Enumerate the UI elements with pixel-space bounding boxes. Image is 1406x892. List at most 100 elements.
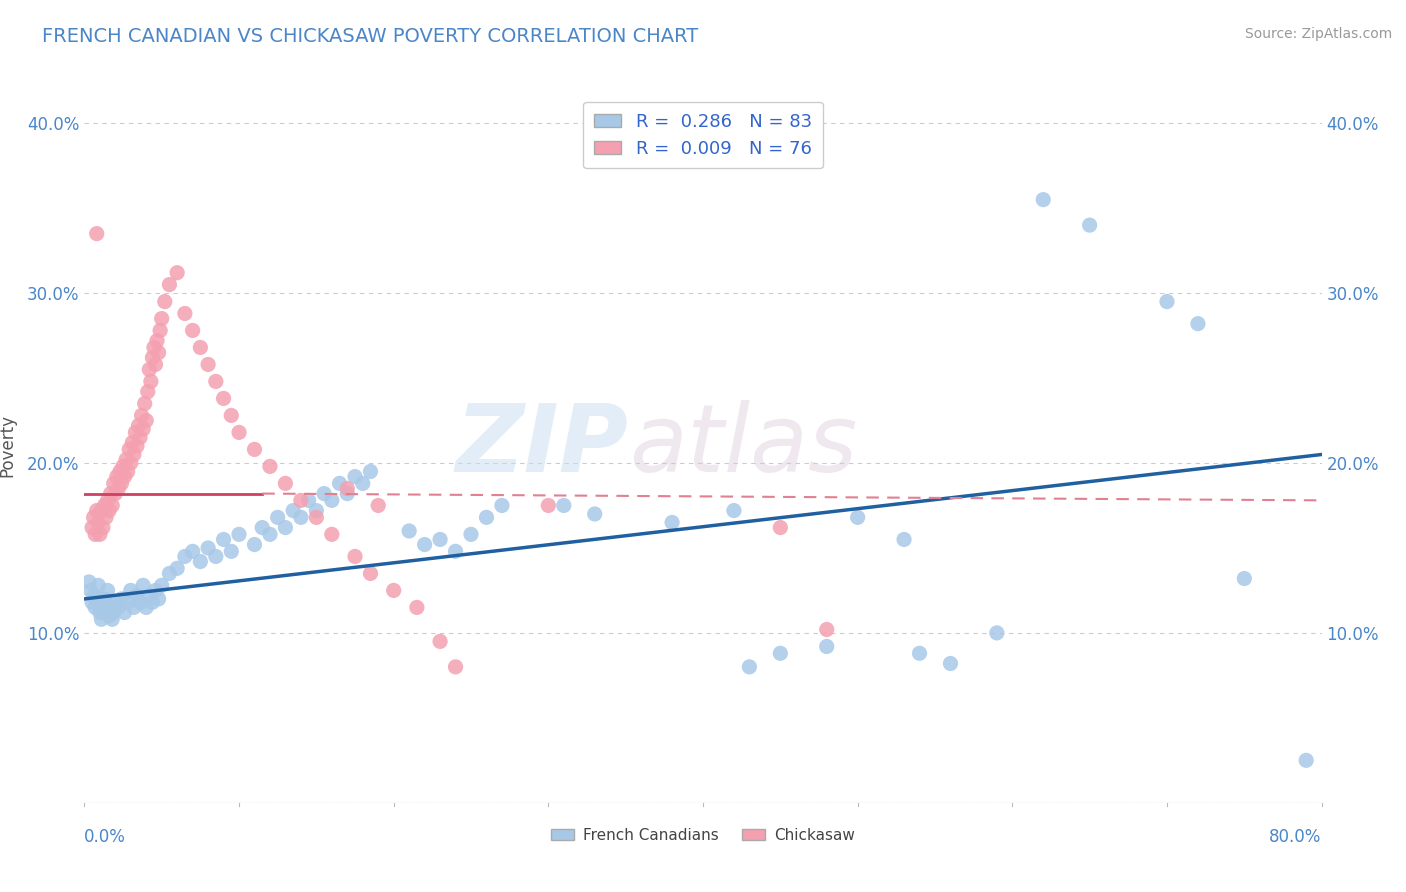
- Point: [219, 409, 242, 423]
- Point: [150, 311, 173, 326]
- Point: [87, 578, 110, 592]
- Point: [243, 442, 266, 457]
- Point: [986, 626, 1008, 640]
- Point: [145, 583, 167, 598]
- Point: [1233, 572, 1256, 586]
- Point: [120, 583, 142, 598]
- Point: [84, 600, 107, 615]
- Point: [413, 537, 436, 551]
- Point: [738, 660, 761, 674]
- Point: [124, 425, 146, 440]
- Point: [212, 392, 235, 406]
- Point: [79, 583, 101, 598]
- Point: [82, 520, 104, 534]
- Text: ZIP: ZIP: [456, 400, 628, 492]
- Point: [259, 527, 281, 541]
- Point: [769, 646, 792, 660]
- Point: [228, 527, 250, 541]
- Point: [117, 595, 139, 609]
- Point: [166, 561, 188, 575]
- Legend: French Canadians, Chickasaw: French Canadians, Chickasaw: [546, 822, 860, 848]
- Point: [274, 520, 297, 534]
- Point: [1032, 193, 1054, 207]
- Point: [94, 595, 117, 609]
- Point: [149, 323, 172, 337]
- Point: [460, 527, 482, 541]
- Point: [108, 465, 131, 479]
- Point: [107, 482, 129, 496]
- Point: [212, 533, 235, 547]
- Point: [110, 591, 132, 606]
- Point: [153, 294, 176, 309]
- Point: [197, 541, 219, 555]
- Point: [129, 595, 152, 609]
- Point: [219, 544, 242, 558]
- Point: [343, 549, 366, 564]
- Point: [132, 578, 155, 592]
- Point: [336, 486, 359, 500]
- Point: [138, 589, 160, 603]
- Point: [305, 503, 328, 517]
- Point: [290, 510, 312, 524]
- Point: [91, 520, 114, 534]
- Point: [174, 549, 197, 564]
- Point: [86, 227, 108, 241]
- Point: [205, 549, 228, 564]
- Point: [127, 418, 149, 433]
- Point: [125, 439, 148, 453]
- Point: [281, 503, 305, 517]
- Point: [94, 510, 117, 524]
- Point: [84, 527, 107, 541]
- Point: [104, 486, 127, 500]
- Point: [141, 595, 163, 609]
- Point: [114, 606, 136, 620]
- Point: [132, 422, 155, 436]
- Point: [1295, 753, 1317, 767]
- Point: [815, 623, 838, 637]
- Point: [89, 606, 111, 620]
- Point: [181, 544, 204, 558]
- Point: [382, 583, 405, 598]
- Point: [103, 606, 125, 620]
- Point: [148, 345, 170, 359]
- Point: [101, 612, 124, 626]
- Point: [475, 510, 498, 524]
- Point: [250, 520, 273, 534]
- Point: [367, 499, 389, 513]
- Point: [77, 574, 100, 589]
- Point: [125, 589, 148, 603]
- Point: [1078, 218, 1101, 232]
- Point: [228, 425, 250, 440]
- Point: [1156, 294, 1178, 309]
- Point: [101, 499, 124, 513]
- Point: [174, 306, 197, 320]
- Point: [83, 510, 105, 524]
- Point: [243, 537, 266, 551]
- Point: [120, 456, 142, 470]
- Point: [723, 503, 745, 517]
- Point: [115, 452, 138, 467]
- Point: [143, 341, 166, 355]
- Point: [321, 527, 343, 541]
- Point: [122, 600, 145, 615]
- Point: [121, 435, 143, 450]
- Point: [769, 520, 792, 534]
- Point: [583, 507, 606, 521]
- Point: [87, 516, 110, 530]
- Point: [93, 499, 115, 513]
- Point: [90, 503, 112, 517]
- Point: [139, 375, 162, 389]
- Point: [86, 503, 108, 517]
- Text: FRENCH CANADIAN VS CHICKASAW POVERTY CORRELATION CHART: FRENCH CANADIAN VS CHICKASAW POVERTY COR…: [42, 27, 699, 45]
- Point: [343, 469, 366, 483]
- Point: [134, 396, 156, 410]
- Point: [114, 469, 136, 483]
- Point: [405, 600, 427, 615]
- Point: [429, 634, 451, 648]
- Point: [107, 600, 129, 615]
- Point: [360, 465, 382, 479]
- Point: [129, 430, 152, 444]
- Point: [82, 595, 104, 609]
- Point: [312, 486, 335, 500]
- Point: [444, 544, 467, 558]
